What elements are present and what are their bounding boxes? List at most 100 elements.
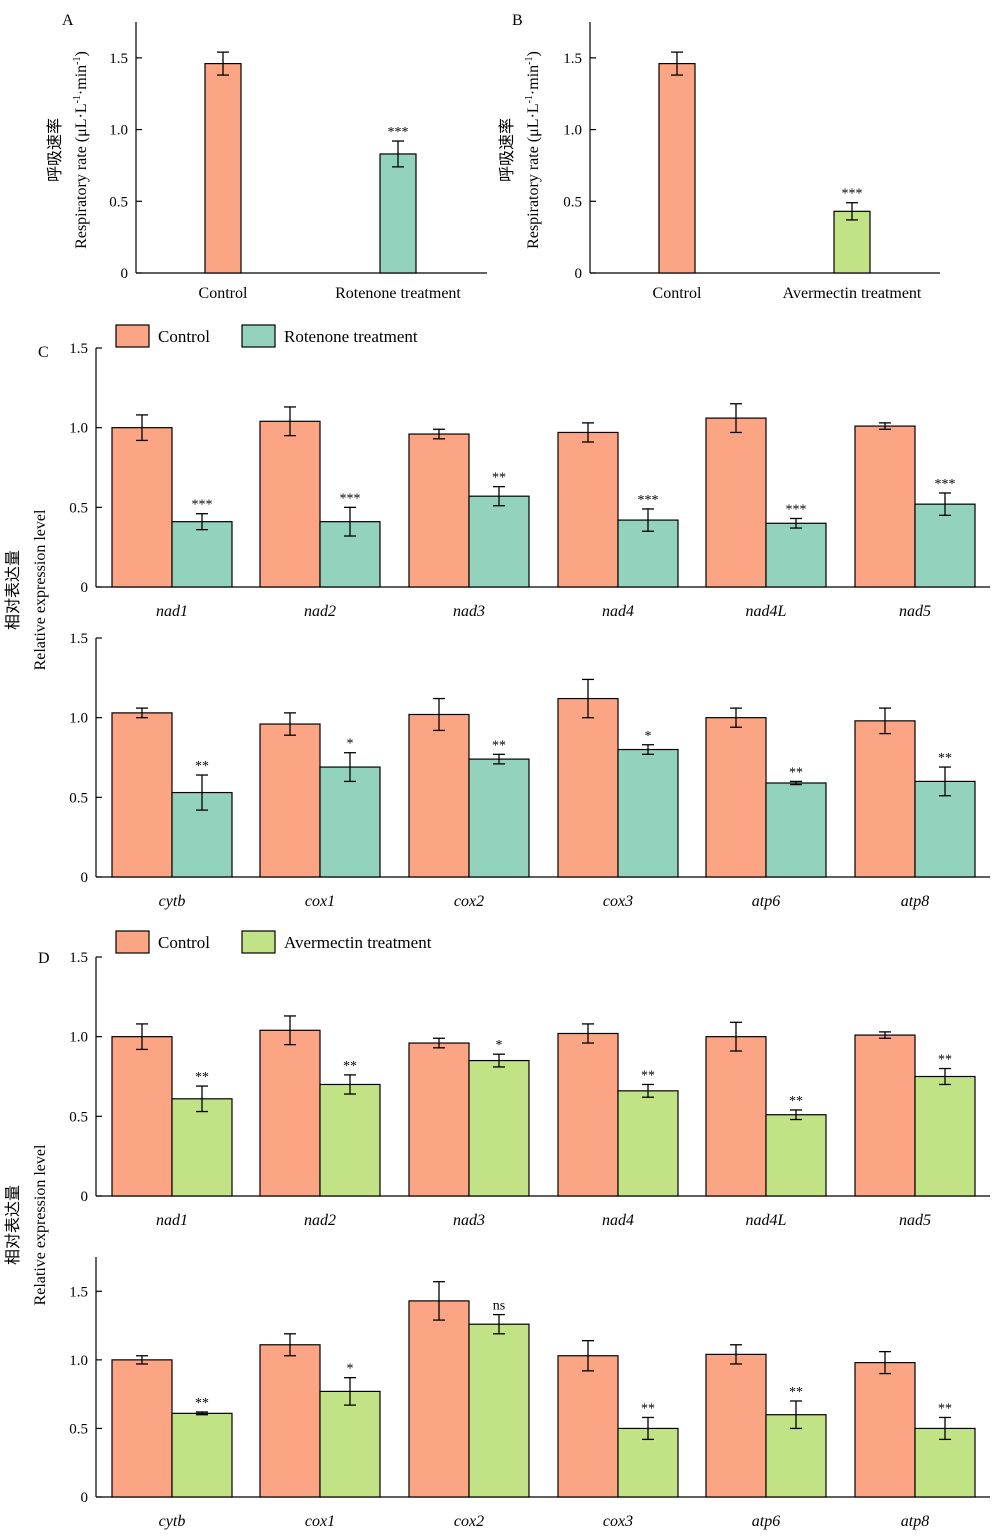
significance-label: ** xyxy=(492,471,506,486)
x-category-label: nad2 xyxy=(304,1212,336,1229)
legend-swatch xyxy=(242,325,275,347)
x-category-label: atp8 xyxy=(901,893,929,910)
bar xyxy=(112,1037,172,1196)
y-tick-label: 1.5 xyxy=(69,950,88,966)
y-tick-label: 0.5 xyxy=(563,194,582,210)
bar xyxy=(766,1115,826,1196)
x-category-label: nad4 xyxy=(602,1212,634,1229)
significance-label: ** xyxy=(789,765,803,780)
bar xyxy=(469,1061,529,1196)
y-tick-label: 0.5 xyxy=(69,500,88,516)
y-axis-label-en: Relative expression level xyxy=(32,509,49,670)
bar xyxy=(112,1360,172,1497)
x-category-label: nad5 xyxy=(899,1212,931,1229)
bar xyxy=(409,714,469,877)
bar xyxy=(205,64,241,273)
significance-label: ** xyxy=(195,759,209,774)
y-tick-label: 1.5 xyxy=(563,51,582,67)
significance-label: ** xyxy=(938,751,952,766)
bar xyxy=(469,1324,529,1497)
y-axis-label: 呼吸速率 Respiratory rate (μL·L-1·min-1) xyxy=(46,51,90,249)
bar xyxy=(855,1035,915,1196)
bar xyxy=(112,428,172,587)
bar xyxy=(409,1301,469,1497)
significance-label: ** xyxy=(789,1385,803,1400)
y-tick-label: 1.0 xyxy=(69,711,88,727)
y-tick-label: 1.5 xyxy=(69,341,88,357)
bar xyxy=(706,418,766,587)
panel-label: B xyxy=(512,12,523,29)
significance-label: ** xyxy=(343,1059,357,1074)
y-tick-label: 0 xyxy=(121,266,129,282)
bar xyxy=(706,1354,766,1497)
bar xyxy=(260,1030,320,1196)
y-axis-label: 相对表达量 Relative expression level xyxy=(4,509,49,670)
x-category-label: Control xyxy=(653,285,702,302)
legend-label: Rotenone treatment xyxy=(284,327,418,346)
significance-label: ** xyxy=(195,1396,209,1411)
panel-label: A xyxy=(62,12,74,29)
y-tick-label: 0.5 xyxy=(69,790,88,806)
bar xyxy=(112,713,172,877)
legend-swatch xyxy=(116,325,149,347)
y-tick-label: 0 xyxy=(81,1490,89,1506)
bar xyxy=(380,154,416,273)
panel-label: C xyxy=(38,344,49,361)
x-category-label: cox2 xyxy=(454,1513,484,1530)
bar xyxy=(558,1356,618,1497)
y-tick-label: 1.0 xyxy=(109,123,128,139)
significance-label: *** xyxy=(638,493,659,508)
significance-label: *** xyxy=(340,491,361,506)
x-category-label: cox1 xyxy=(305,1513,335,1530)
bar xyxy=(558,1033,618,1196)
bar xyxy=(469,496,529,587)
significance-label: ** xyxy=(641,1401,655,1416)
bar xyxy=(706,718,766,877)
y-axis-label-cn: 呼吸速率 xyxy=(46,118,64,182)
legend-label: Control xyxy=(158,933,210,952)
panel-label: D xyxy=(38,950,50,967)
legend-swatch xyxy=(242,931,275,953)
y-tick-label: 0.5 xyxy=(69,1421,88,1437)
y-axis-label-en: Relative expression level xyxy=(32,1144,49,1305)
y-tick-label: 0 xyxy=(575,266,583,282)
y-axis-label-cn: 相对表达量 xyxy=(4,550,22,630)
bar xyxy=(915,504,975,587)
bar xyxy=(558,699,618,877)
bar xyxy=(320,1084,380,1196)
significance-label: *** xyxy=(192,498,213,513)
y-tick-label: 0.5 xyxy=(69,1109,88,1125)
y-tick-label: 0 xyxy=(81,870,89,886)
y-axis-label-cn: 呼吸速率 xyxy=(498,118,516,182)
x-category-label: Avermectin treatment xyxy=(783,285,922,302)
y-axis-label-cn: 相对表达量 xyxy=(4,1185,22,1265)
legend-label: Avermectin treatment xyxy=(284,933,432,952)
figure: 00.51.01.5AControl***Rotenone treatment呼… xyxy=(0,0,1000,1540)
x-category-label: cox1 xyxy=(305,893,335,910)
significance-label: *** xyxy=(842,187,863,202)
significance-label: * xyxy=(645,729,652,744)
legend-label: Control xyxy=(158,327,210,346)
bar xyxy=(618,750,678,877)
y-axis-label-en: Respiratory rate (μL·L-1·min-1) xyxy=(72,51,90,249)
bar xyxy=(409,434,469,587)
bar xyxy=(260,1345,320,1497)
x-category-label: cox3 xyxy=(603,893,633,910)
significance-label: * xyxy=(496,1038,503,1053)
bar xyxy=(320,767,380,877)
bar xyxy=(855,1363,915,1497)
y-tick-label: 0 xyxy=(81,1189,89,1205)
x-category-label: cytb xyxy=(159,893,186,910)
bar xyxy=(766,523,826,587)
bar xyxy=(915,1077,975,1197)
bar xyxy=(469,759,529,877)
y-tick-label: 1.0 xyxy=(69,421,88,437)
bar xyxy=(618,1091,678,1196)
x-category-label: nad4L xyxy=(746,603,787,620)
bar xyxy=(172,1099,232,1196)
x-category-label: atp6 xyxy=(752,893,780,910)
x-category-label: cox2 xyxy=(454,893,484,910)
bar xyxy=(706,1037,766,1196)
significance-label: * xyxy=(347,737,354,752)
bar xyxy=(558,432,618,587)
